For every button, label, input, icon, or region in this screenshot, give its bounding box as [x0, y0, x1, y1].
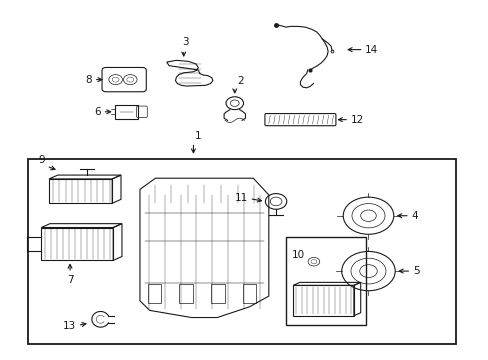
- Bar: [210, 284, 224, 303]
- Bar: [285, 237, 366, 325]
- Text: 13: 13: [63, 321, 76, 332]
- Text: 3: 3: [182, 37, 188, 47]
- Text: 9: 9: [39, 155, 45, 165]
- Bar: [179, 284, 193, 303]
- Bar: [242, 284, 256, 303]
- Bar: [28, 158, 455, 344]
- Bar: [147, 284, 161, 303]
- Bar: [49, 179, 112, 203]
- Bar: [115, 105, 138, 118]
- Text: 8: 8: [85, 75, 92, 85]
- Text: 4: 4: [410, 211, 417, 221]
- Text: 11: 11: [234, 193, 247, 203]
- Text: 14: 14: [365, 45, 378, 55]
- Text: 7: 7: [66, 275, 73, 285]
- Bar: [41, 228, 113, 260]
- Text: 6: 6: [94, 107, 101, 117]
- Text: 12: 12: [350, 114, 363, 125]
- Bar: [292, 285, 353, 316]
- Text: 5: 5: [412, 266, 419, 276]
- Text: 10: 10: [291, 249, 304, 260]
- Text: 1: 1: [195, 131, 201, 141]
- Text: 2: 2: [237, 76, 244, 86]
